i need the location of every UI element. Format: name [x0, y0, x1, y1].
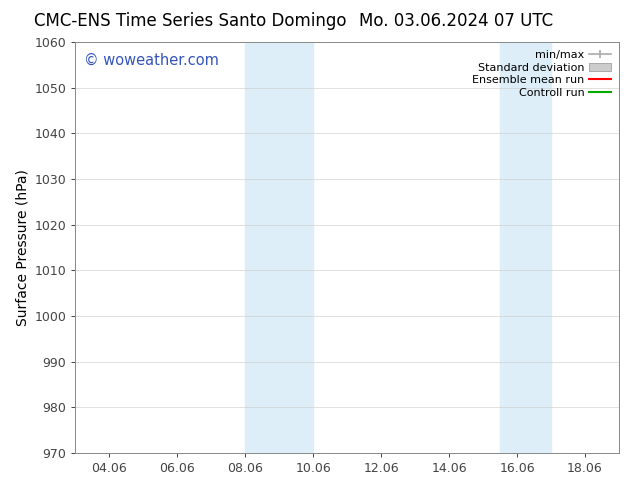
- Legend: min/max, Standard deviation, Ensemble mean run, Controll run: min/max, Standard deviation, Ensemble me…: [468, 46, 616, 102]
- Y-axis label: Surface Pressure (hPa): Surface Pressure (hPa): [15, 169, 29, 326]
- Bar: [500, 42, 551, 453]
- Text: © woweather.com: © woweather.com: [84, 52, 219, 67]
- Text: CMC-ENS Time Series Santo Domingo: CMC-ENS Time Series Santo Domingo: [34, 12, 346, 30]
- Bar: [245, 42, 313, 453]
- Text: Mo. 03.06.2024 07 UTC: Mo. 03.06.2024 07 UTC: [359, 12, 553, 30]
